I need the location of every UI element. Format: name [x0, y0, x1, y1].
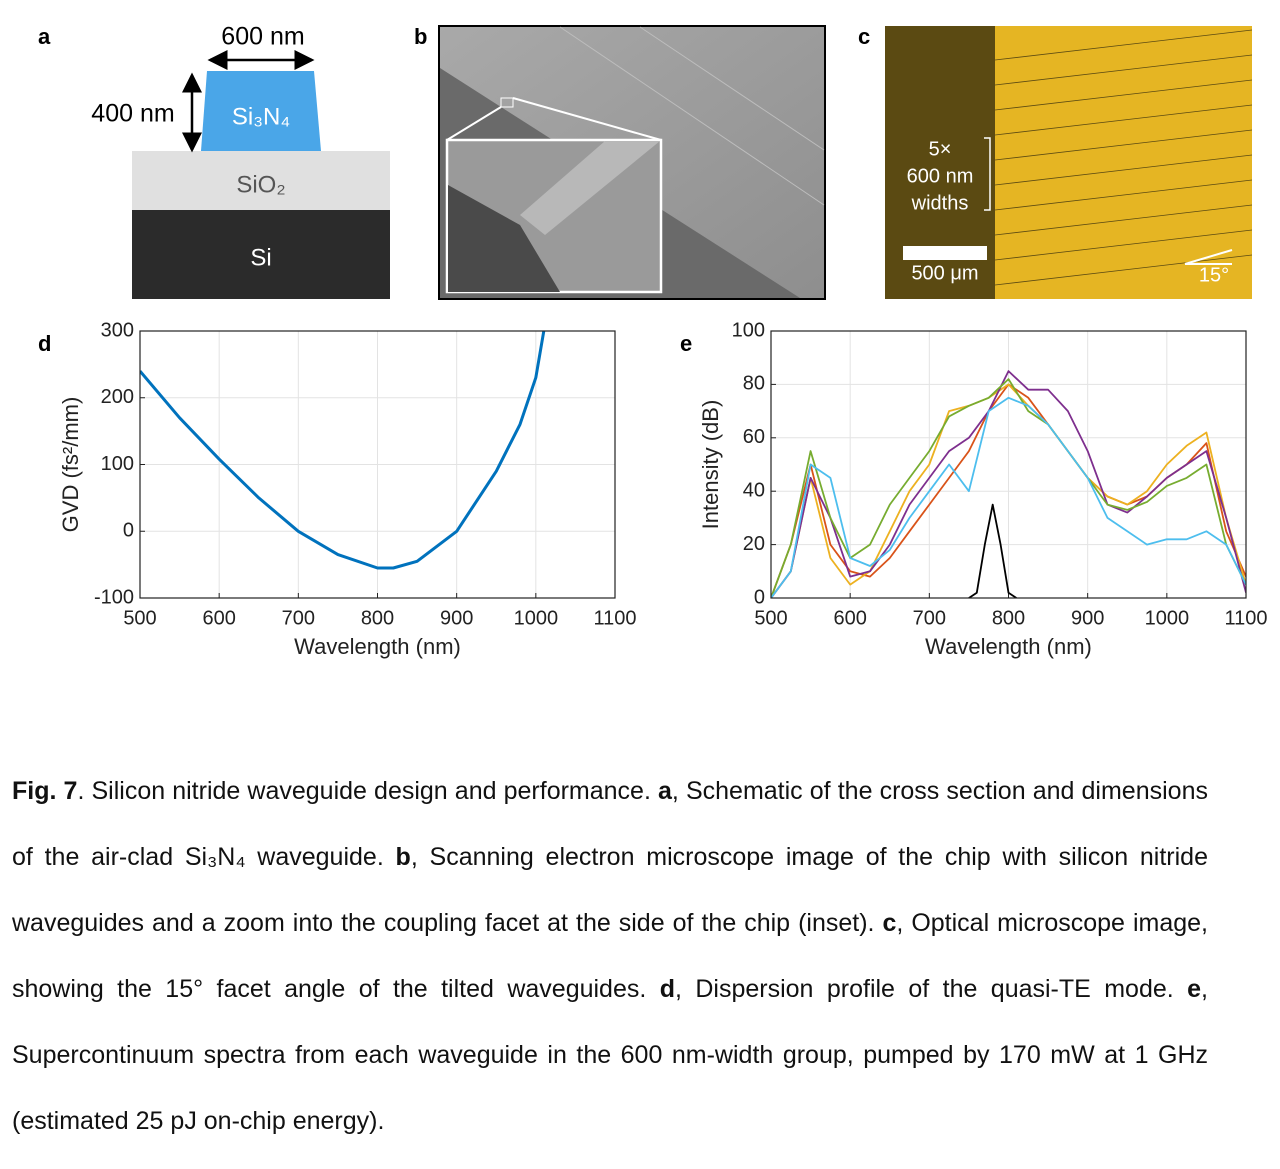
width-label: 600 nm [221, 23, 304, 51]
y-tick-label: 200 [101, 386, 134, 408]
cladding [132, 151, 390, 210]
y-tick-label: 100 [732, 319, 765, 341]
caption-text: e [1187, 975, 1202, 1003]
x-tick-label: 1100 [1224, 607, 1267, 629]
plot-frame [139, 330, 616, 599]
y-tick-label: 300 [101, 319, 134, 341]
cladding-label: SiO₂ [236, 171, 285, 198]
substrate [132, 210, 390, 299]
y-axis-label: GVD (fs²/mm) [58, 397, 83, 533]
panel-label: b [414, 24, 427, 49]
y-tick-label: 60 [743, 426, 765, 448]
count-label: 5× [929, 138, 952, 160]
series-line [140, 331, 546, 570]
y-tick-label: 0 [123, 520, 134, 542]
width-label: 600 nm [907, 165, 974, 187]
x-tick-label: 700 [282, 607, 315, 629]
x-tick-label: 800 [361, 607, 394, 629]
height-label: 400 nm [91, 100, 174, 128]
scale-bar [903, 246, 987, 260]
panel-label: e [680, 331, 692, 356]
y-tick-label: 0 [754, 586, 765, 608]
waveguides [994, 29, 1253, 286]
optical-chip [995, 26, 1252, 299]
caption-text: a [658, 777, 672, 805]
sem-waveguide [639, 26, 825, 151]
x-tick-label: 600 [202, 607, 235, 629]
y-tick-label: 40 [743, 479, 765, 501]
y-tick-label: 80 [743, 373, 765, 395]
sem-waveguide [559, 26, 825, 206]
caption-text: , Supercontinuum spectra from each waveg… [12, 975, 1208, 1135]
x-tick-label: 900 [1071, 607, 1104, 629]
series-line [968, 503, 1017, 598]
zoom-box [500, 97, 514, 108]
y-tick-label: 20 [743, 533, 765, 555]
series-line [771, 370, 1246, 598]
zoom-line [446, 106, 502, 141]
bracket [984, 137, 991, 211]
angle-label: 15° [1199, 264, 1229, 286]
x-tick-label: 900 [440, 607, 473, 629]
caption-text: , Scanning electron microscope image of … [12, 843, 1208, 937]
inset-shadow [448, 185, 560, 292]
series-line [771, 383, 1246, 598]
widths-label: widths [911, 192, 969, 214]
y-tick-label: -100 [94, 586, 134, 608]
caption: Fig. 7. Silicon nitride waveguide design… [12, 758, 1208, 1154]
x-tick-label: 500 [754, 607, 787, 629]
y-tick-label: 100 [101, 453, 134, 475]
core-label: Si₃N₄ [232, 103, 290, 130]
x-tick-label: 700 [913, 607, 946, 629]
x-tick-label: 1000 [514, 607, 559, 629]
caption-text: c [882, 909, 897, 937]
panel-label: a [38, 24, 51, 49]
x-tick-label: 1100 [593, 607, 636, 629]
figure: a 600 nm 400 nm Si₃N₄ SiO₂ Si b c 5× 600… [38, 23, 1268, 659]
caption-text: b [395, 843, 411, 871]
panel-label: d [38, 331, 51, 356]
caption-text: Fig. 7 [12, 777, 78, 805]
x-tick-label: 800 [992, 607, 1025, 629]
x-axis-label: Wavelength (nm) [294, 634, 461, 659]
series-line [771, 396, 1246, 598]
panel-label: c [858, 24, 870, 49]
plot-frame [770, 330, 1247, 599]
caption-text: , Optical microscope image, showing the … [12, 909, 1208, 1003]
x-axis-label: Wavelength (nm) [925, 634, 1092, 659]
caption-text: . Silicon nitride waveguide design and p… [77, 777, 659, 805]
x-tick-label: 1000 [1145, 607, 1190, 629]
x-tick-label: 500 [123, 607, 156, 629]
inset-waveguide [520, 141, 660, 235]
zoom-line [512, 97, 662, 141]
caption-text: , Schematic of the cross section and dim… [12, 777, 1208, 871]
scale-label: 500 μm [911, 262, 978, 284]
caption-text: , Dispersion profile of the quasi-TE mod… [675, 975, 1188, 1003]
substrate-label: Si [250, 244, 271, 271]
angle-line [1184, 249, 1233, 265]
y-axis-label: Intensity (dB) [698, 400, 723, 530]
caption-text: d [659, 975, 675, 1003]
core [201, 71, 321, 151]
x-tick-label: 600 [833, 607, 866, 629]
